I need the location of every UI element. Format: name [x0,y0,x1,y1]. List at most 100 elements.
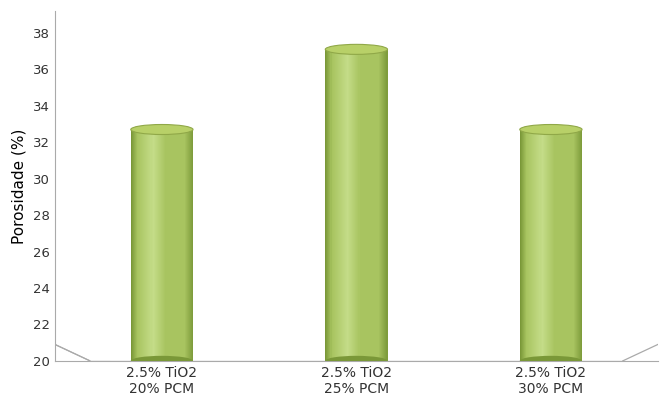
Bar [378,49,379,361]
Ellipse shape [130,125,193,135]
Bar [189,129,190,361]
Bar [155,129,156,361]
Bar [524,129,525,361]
Bar [531,129,533,361]
Bar [537,129,539,361]
Bar [184,129,185,361]
Bar [359,49,361,361]
Bar [372,49,373,361]
Bar [157,129,158,361]
Bar [363,49,364,361]
Bar [330,49,332,361]
Bar [380,49,381,361]
Bar [167,129,168,361]
Bar [355,49,357,361]
Bar [328,49,329,361]
Bar [192,129,193,361]
Bar [368,49,369,361]
Bar [547,129,548,361]
Bar [139,129,140,361]
Bar [165,129,166,361]
Bar [170,129,171,361]
Bar [351,49,353,361]
Bar [347,49,348,361]
Bar [159,129,160,361]
Bar [149,129,151,361]
Bar [555,129,556,361]
Bar [545,129,546,361]
Bar [520,129,521,361]
Bar [137,129,138,361]
Ellipse shape [325,356,387,366]
Y-axis label: Porosidade (%): Porosidade (%) [11,128,26,244]
Bar [365,49,366,361]
Bar [577,129,578,361]
Bar [565,129,567,361]
Bar [169,129,170,361]
Bar [190,129,191,361]
Bar [556,129,557,361]
Bar [181,129,183,361]
Bar [579,129,580,361]
Bar [191,129,192,361]
Bar [344,49,345,361]
Bar [539,129,541,361]
Bar [346,49,347,361]
Bar [529,129,530,361]
Bar [385,49,387,361]
Bar [361,49,363,361]
Bar [535,129,537,361]
Bar [550,129,551,361]
Bar [138,129,139,361]
Bar [147,129,149,361]
Bar [370,49,371,361]
Bar [326,49,327,361]
Bar [164,129,165,361]
Bar [177,129,179,361]
Bar [567,129,569,361]
Bar [338,49,339,361]
Bar [130,129,132,361]
Bar [367,49,368,361]
Bar [133,129,134,361]
Bar [168,129,169,361]
Bar [554,129,555,361]
Bar [521,129,522,361]
Bar [327,49,328,361]
Bar [134,129,135,361]
Bar [571,129,573,361]
Bar [560,129,561,361]
Bar [145,129,147,361]
Bar [558,129,559,361]
Ellipse shape [520,125,582,135]
Bar [563,129,565,361]
Bar [533,129,535,361]
Bar [574,129,575,361]
Bar [135,129,136,361]
Bar [151,129,153,361]
Bar [580,129,581,361]
Ellipse shape [130,356,193,366]
Bar [522,129,523,361]
Bar [371,49,372,361]
Bar [526,129,527,361]
Bar [350,49,351,361]
Bar [156,129,157,361]
Bar [549,129,550,361]
Bar [561,129,563,361]
Bar [377,49,378,361]
Bar [575,129,576,361]
Bar [183,129,184,361]
Bar [140,129,141,361]
Bar [383,49,385,361]
Bar [132,129,133,361]
Bar [162,129,163,361]
Bar [348,49,349,361]
Bar [336,49,337,361]
Bar [341,49,342,361]
Bar [171,129,173,361]
Bar [543,129,544,361]
Bar [179,129,181,361]
Bar [366,49,367,361]
Bar [548,129,549,361]
